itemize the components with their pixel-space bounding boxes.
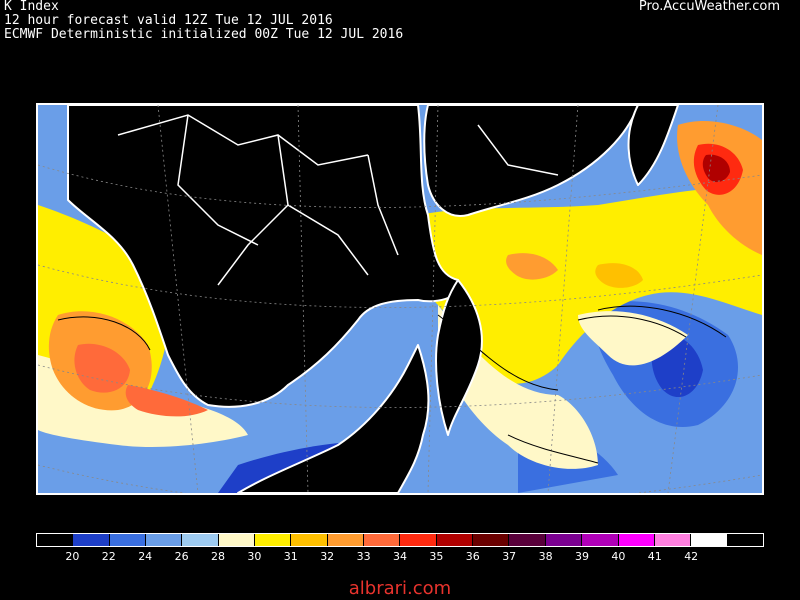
color-swatch-19	[727, 534, 763, 546]
scale-label: 26	[174, 550, 189, 563]
color-swatch-16	[618, 534, 655, 546]
color-swatch-15	[582, 534, 619, 546]
color-swatch-4	[182, 534, 219, 546]
color-swatch-7	[291, 534, 328, 546]
color-swatch-14	[545, 534, 583, 546]
scale-label: 30	[247, 550, 262, 563]
scale-label: 36	[465, 550, 480, 563]
color-scale-labels: 20 22 24 26 28 30 31 32 33 34 35 36 37 38 39 40 41 42	[36, 550, 764, 566]
color-swatch-8	[327, 534, 365, 546]
scale-label: 37	[502, 550, 517, 563]
scale-label: 28	[211, 550, 225, 563]
scale-label: 40	[611, 550, 626, 563]
scale-label: 41	[647, 550, 662, 563]
color-swatch-18	[691, 534, 728, 546]
color-swatch-10	[400, 534, 437, 546]
contour-lines	[57, 305, 727, 464]
scale-label: 20	[65, 550, 80, 563]
header-forecast-valid: 12 hour forecast valid 12Z Tue 12 JUL 20…	[4, 13, 333, 28]
header-title: K Index	[4, 0, 59, 14]
scale-label: 22	[101, 550, 116, 563]
scale-label: 35	[429, 550, 444, 563]
color-scale-bar	[36, 533, 764, 547]
scale-label: 24	[138, 550, 153, 563]
color-swatch-9	[364, 534, 401, 546]
field-high-values	[48, 120, 762, 417]
color-swatch-1	[73, 534, 110, 546]
color-swatch-2	[109, 534, 147, 546]
color-swatch-13	[509, 534, 546, 546]
color-swatch-6	[255, 534, 292, 546]
color-swatch-12	[473, 534, 510, 546]
map-canvas	[38, 105, 762, 493]
scale-label: 34	[393, 550, 407, 563]
color-swatch-0	[37, 534, 74, 546]
k-index-map	[36, 103, 764, 495]
brand-link[interactable]: Pro.AccuWeather.com	[638, 0, 780, 14]
color-swatch-3	[146, 534, 183, 546]
scale-label: 32	[320, 550, 335, 563]
color-swatch-5	[218, 534, 256, 546]
scale-label: 39	[575, 550, 589, 563]
scale-label: 38	[538, 550, 553, 563]
scale-label: 31	[283, 550, 298, 563]
color-swatch-11	[436, 534, 474, 546]
header-model-init: ECMWF Deterministic initialized 00Z Tue …	[4, 27, 404, 42]
watermark-text: albrari.com	[348, 578, 452, 599]
scale-label: 42	[684, 550, 699, 563]
color-swatch-17	[654, 534, 692, 546]
scale-label: 33	[356, 550, 371, 563]
graticule	[38, 105, 762, 493]
country-borders	[117, 114, 559, 286]
